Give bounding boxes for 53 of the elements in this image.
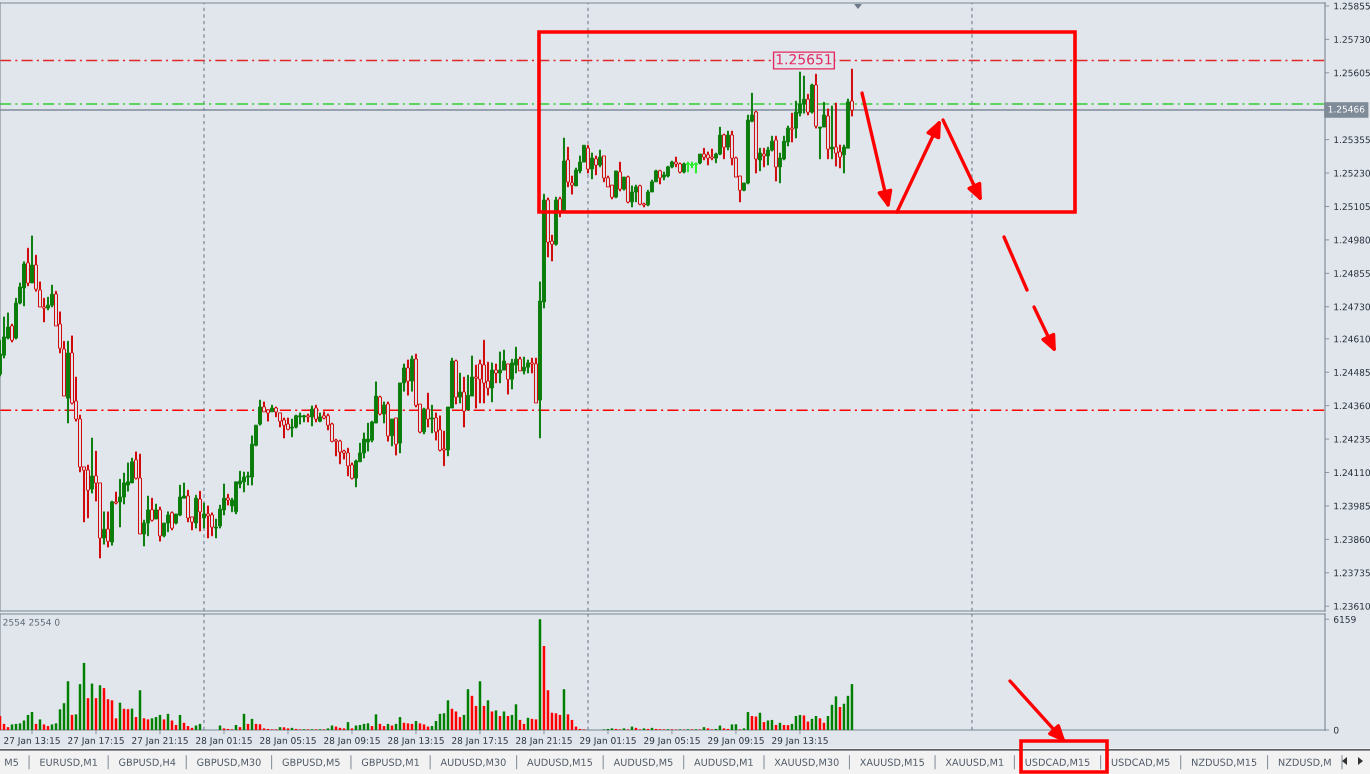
y-tick-label: 6159 bbox=[1333, 615, 1356, 623]
annotation: 1.25651 bbox=[776, 54, 832, 65]
y-tick-label: 1.24485 bbox=[1334, 368, 1370, 376]
y-tick-label: 1.23985 bbox=[1334, 502, 1370, 510]
x-tick-label: 29 Jan 09:15 bbox=[708, 737, 764, 746]
x-tick-label: 29 Jan 01:15 bbox=[580, 737, 636, 746]
text: GBPUSD,M5 bbox=[282, 758, 340, 767]
y-tick-label: 1.25730 bbox=[1334, 36, 1370, 43]
text: M5 bbox=[5, 758, 18, 766]
text: AUDUSD,M15 bbox=[527, 758, 592, 767]
text: GBPUSD,M1 bbox=[361, 758, 419, 767]
text: AUDUSD,M30 bbox=[440, 758, 506, 767]
text: GBPUSD,H4 bbox=[119, 758, 176, 767]
text: NZDUSD,M15 bbox=[1192, 758, 1257, 767]
y-tick-label: 1.25355 bbox=[1334, 136, 1370, 144]
y-tick-label: 1.24235 bbox=[1334, 435, 1370, 443]
ref-line-label: 1.25466 bbox=[1328, 105, 1365, 113]
x-tick-label: 29 Jan 05:15 bbox=[644, 737, 700, 746]
text: AUDUSD,M1 bbox=[694, 758, 753, 767]
y-tick-label: 1.24110 bbox=[1334, 469, 1370, 477]
x-tick-label: 27 Jan 17:15 bbox=[68, 737, 124, 746]
y-tick-label: 1.24980 bbox=[1334, 236, 1370, 244]
x-tick-label: 28 Jan 09:15 bbox=[324, 737, 380, 746]
text: EURUSD,M1 bbox=[40, 758, 97, 767]
x-tick-label: 28 Jan 13:15 bbox=[388, 737, 444, 746]
text: GBPUSD,M30 bbox=[197, 758, 261, 767]
text: XAUUSD,M30 bbox=[774, 758, 839, 767]
x-tick-label: 29 Jan 13:15 bbox=[772, 737, 828, 746]
text: AUDUSD,M5 bbox=[613, 758, 673, 767]
text: NZDUSD,M bbox=[1278, 758, 1331, 767]
y-tick-label: 0 bbox=[1333, 726, 1339, 734]
x-tick-label: 27 Jan 13:15 bbox=[4, 737, 60, 746]
x-tick-label: 28 Jan 05:15 bbox=[260, 737, 316, 746]
y-tick-label: 1.24610 bbox=[1334, 335, 1370, 343]
y-tick-label: 1.25855 bbox=[1334, 2, 1370, 10]
y-tick-label: 1.24730 bbox=[1334, 303, 1370, 311]
x-tick-label: 28 Jan 21:15 bbox=[516, 737, 572, 746]
text: XAUUSD,M15 bbox=[860, 758, 924, 767]
x-tick-label: 28 Jan 01:15 bbox=[196, 737, 252, 746]
y-tick-label: 1.24855 bbox=[1334, 270, 1370, 277]
y-tick-label: 1.25105 bbox=[1334, 203, 1370, 211]
y-tick-label: 1.23860 bbox=[1334, 536, 1370, 543]
y-tick-label: 1.24360 bbox=[1334, 402, 1370, 410]
text: USDCAD,M5 bbox=[1111, 758, 1170, 767]
text: XAUUSD,M1 bbox=[945, 758, 1004, 767]
y-tick-label: 1.25605 bbox=[1334, 69, 1370, 77]
y-tick-label: 1.23735 bbox=[1334, 569, 1370, 577]
x-tick-label: 27 Jan 21:15 bbox=[132, 737, 188, 746]
x-tick-label: 28 Jan 17:15 bbox=[452, 737, 508, 746]
y-tick-label: 1.23610 bbox=[1334, 602, 1370, 610]
text: USDCAD,M15 bbox=[1025, 758, 1090, 767]
y-tick-label: 1.25230 bbox=[1334, 169, 1370, 177]
annotation: 2554 2554 0 bbox=[3, 618, 60, 626]
